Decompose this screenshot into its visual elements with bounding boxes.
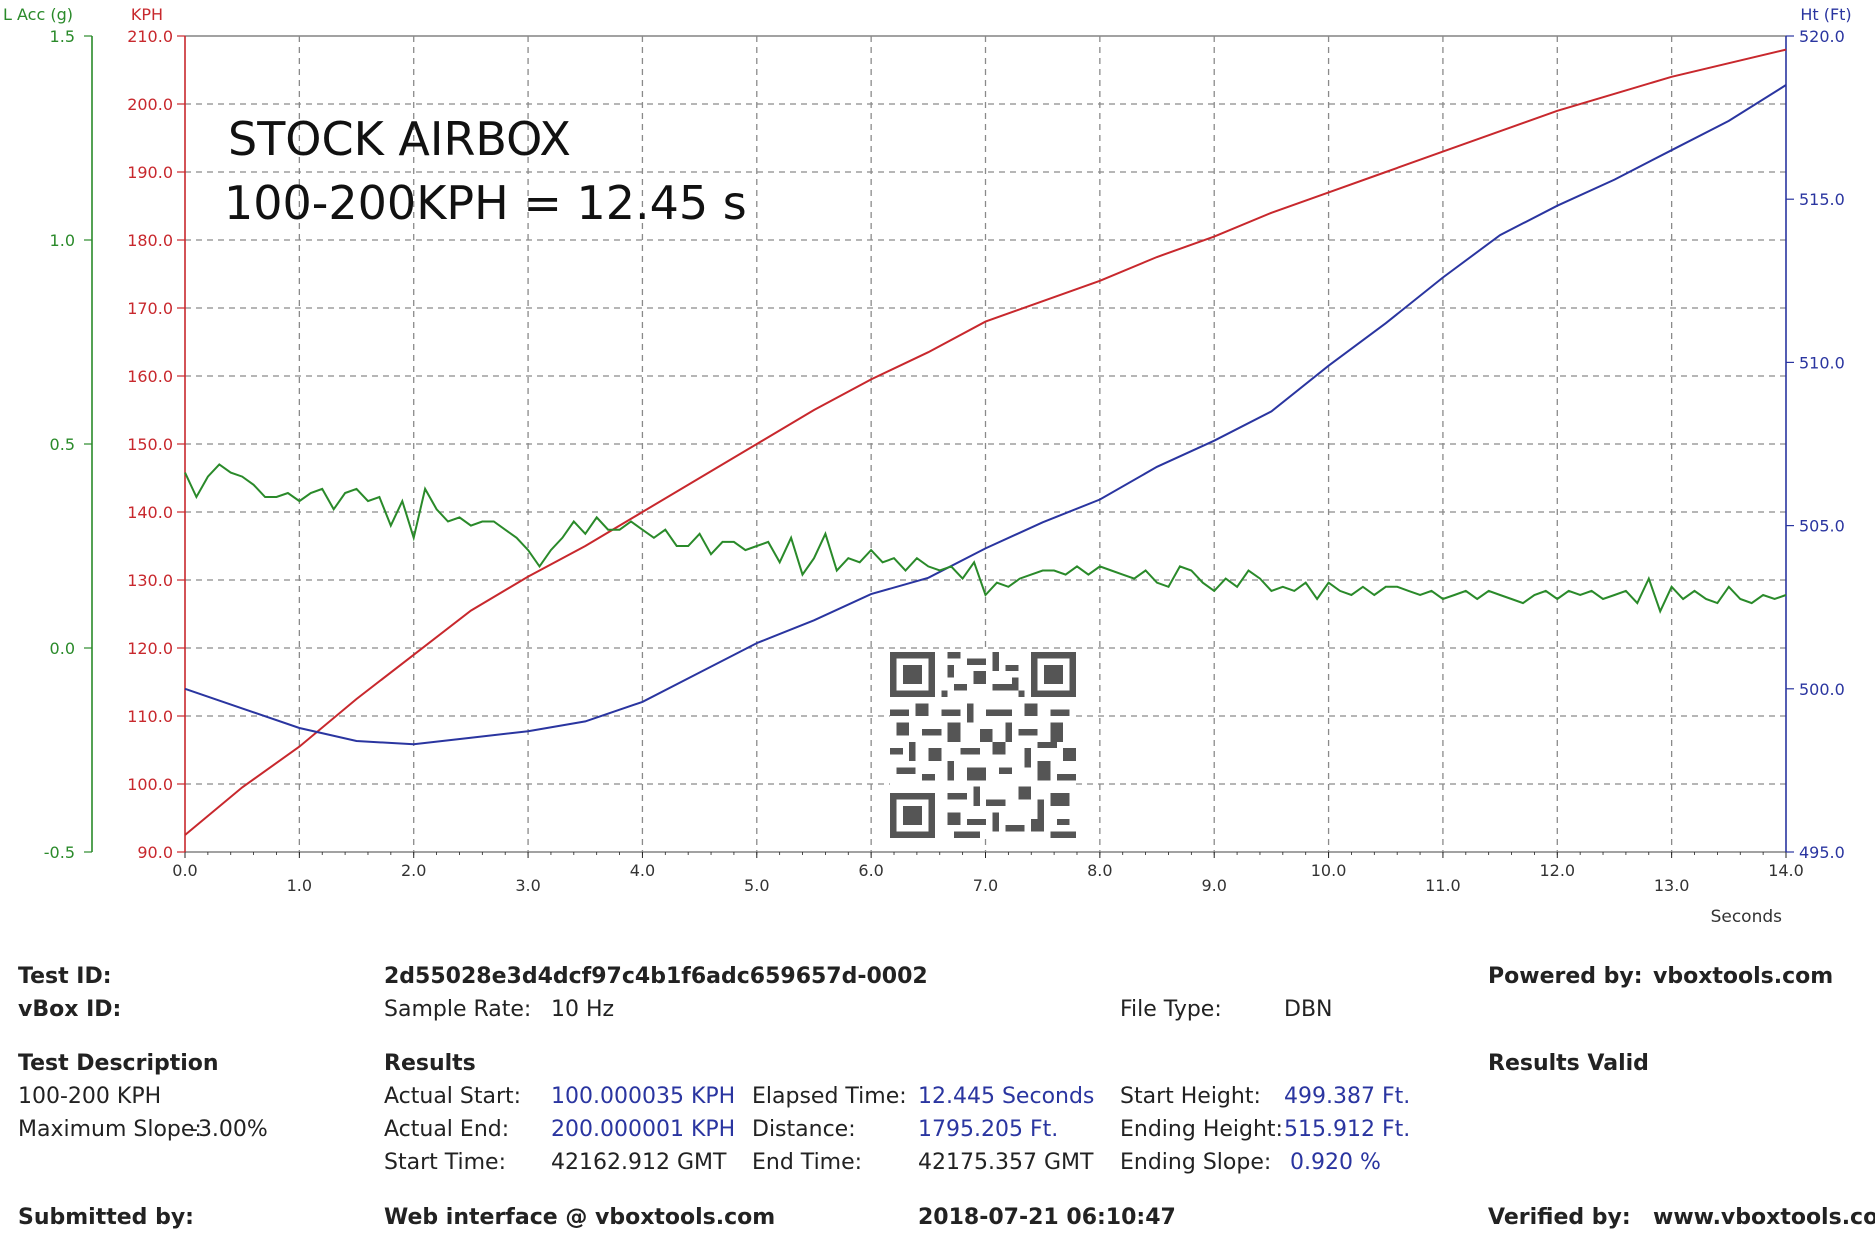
lat-acc-tick-label: -0.5	[44, 843, 75, 862]
max-slope-label: Maximum Slope:	[18, 1117, 202, 1142]
speed-axis-title: KPH	[131, 5, 163, 24]
start-time-label: Start Time:	[384, 1150, 506, 1175]
powered-by-label: Powered by:	[1488, 964, 1643, 989]
chart-annotation: STOCK AIRBOX 100-200KPH = 12.45 s	[224, 112, 747, 230]
x-tick-label: 10.0	[1311, 861, 1347, 880]
speed-tick-label: 170.0	[127, 299, 173, 318]
lat-acc-series-line	[184, 463, 1787, 614]
report-timestamp: 2018-07-21 06:10:47	[918, 1205, 1176, 1230]
speed-tick-label: 190.0	[127, 163, 173, 182]
verified-by-label: Verified by:	[1488, 1205, 1631, 1230]
file-type-label: File Type:	[1120, 997, 1222, 1022]
speed-tick-label: 120.0	[127, 639, 173, 658]
x-tick-label: 3.0	[515, 876, 540, 895]
start-height-value: 499.387 Ft.	[1284, 1084, 1411, 1109]
height-tick-label: 500.0	[1799, 680, 1845, 699]
height-tick-label: 515.0	[1799, 190, 1845, 209]
end-time-value: 42175.357 GMT	[918, 1150, 1094, 1175]
ending-slope-label: Ending Slope:	[1120, 1150, 1272, 1175]
x-tick-label: 6.0	[858, 861, 883, 880]
x-tick-label: 4.0	[630, 861, 655, 880]
lat-acc-tick-label: 0.0	[50, 639, 75, 658]
actual-end-value: 200.000001 KPH	[551, 1117, 736, 1142]
start-height-label: Start Height:	[1120, 1084, 1261, 1109]
verified-by-value[interactable]: www.vboxtools.com	[1653, 1205, 1875, 1230]
speed-tick-label: 200.0	[127, 95, 173, 114]
x-tick-label: 5.0	[744, 876, 769, 895]
height-tick-label: 510.0	[1799, 353, 1845, 372]
lat-acc-axis-title: L Acc (g)	[3, 5, 73, 24]
actual-end-label: Actual End:	[384, 1117, 510, 1142]
end-time-label: End Time:	[752, 1150, 863, 1175]
speed-tick-label: 210.0	[127, 27, 173, 46]
submitted-by-label: Submitted by:	[18, 1205, 194, 1230]
x-tick-label: 2.0	[401, 861, 426, 880]
height-tick-label: 520.0	[1799, 27, 1845, 46]
height-tick-label: 505.0	[1799, 517, 1845, 536]
results-valid-label: Results Valid	[1488, 1051, 1649, 1076]
lat-acc-tick-label: 1.5	[50, 27, 75, 46]
speed-tick-label: 90.0	[137, 843, 173, 862]
powered-by-value: vboxtools.com	[1653, 964, 1834, 989]
elapsed-time-value: 12.445 Seconds	[918, 1084, 1095, 1109]
start-time-value: 42162.912 GMT	[551, 1150, 727, 1175]
speed-series-line	[184, 48, 1787, 836]
annotation-result: 100-200KPH = 12.45 s	[224, 176, 747, 230]
x-axis-label: Seconds	[1711, 907, 1783, 927]
speed-tick-label: 140.0	[127, 503, 173, 522]
x-tick-label: 9.0	[1201, 876, 1226, 895]
report-panel: Test ID: 2d55028e3d4dcf97c4b1f6adc659657…	[0, 940, 1875, 1250]
annotation-title: STOCK AIRBOX	[228, 112, 571, 166]
sample-rate-value: 10 Hz	[551, 997, 615, 1022]
actual-start-value: 100.000035 KPH	[551, 1084, 736, 1109]
qr-code-icon	[890, 652, 1076, 838]
speed-tick-label: 130.0	[127, 571, 173, 590]
chart-axes: 0.0 1.0 2.0 3.0 4.0 5.0 6.0 7.0 8.0 9.0 10.0 11.0 12…	[3, 5, 1852, 927]
x-tick-label: 13.0	[1654, 876, 1690, 895]
test-id-value: 2d55028e3d4dcf97c4b1f6adc659657d-0002	[384, 964, 928, 989]
ending-height-label: Ending Height:	[1120, 1117, 1283, 1142]
speed-tick-label: 150.0	[127, 435, 173, 454]
ending-slope-value: 0.920 %	[1290, 1150, 1381, 1175]
sample-rate-label: Sample Rate:	[384, 997, 532, 1022]
speed-tick-label: 180.0	[127, 231, 173, 250]
speed-tick-label: 160.0	[127, 367, 173, 386]
vbox-id-label: vBox ID:	[18, 997, 122, 1022]
lat-acc-tick-label: 0.5	[50, 435, 75, 454]
height-axis-title: Ht (Ft)	[1800, 5, 1851, 24]
x-tick-label: 14.0	[1768, 861, 1804, 880]
height-tick-label: 495.0	[1799, 843, 1845, 862]
x-tick-label: 11.0	[1425, 876, 1461, 895]
results-label: Results	[384, 1051, 476, 1076]
chart-series	[184, 48, 1787, 836]
description-value: 100-200 KPH	[18, 1084, 162, 1109]
x-tick-label: 1.0	[287, 876, 312, 895]
chart-grid	[184, 35, 1787, 853]
web-interface-link[interactable]: Web interface @ vboxtools.com	[384, 1205, 776, 1230]
x-tick-label: 0.0	[172, 861, 197, 880]
test-description-label: Test Description	[18, 1051, 219, 1076]
distance-label: Distance:	[752, 1117, 856, 1142]
elapsed-time-label: Elapsed Time:	[752, 1084, 907, 1109]
speed-tick-label: 110.0	[127, 707, 173, 726]
actual-start-label: Actual Start:	[384, 1084, 522, 1109]
x-tick-label: 12.0	[1539, 861, 1575, 880]
acceleration-chart: 0.0 1.0 2.0 3.0 4.0 5.0 6.0 7.0 8.0 9.0 10.0 11.0 12…	[3, 5, 1852, 927]
max-slope-value: -3.00%	[190, 1117, 268, 1142]
distance-value: 1795.205 Ft.	[918, 1117, 1059, 1142]
file-type-value: DBN	[1284, 997, 1333, 1022]
speed-tick-label: 100.0	[127, 775, 173, 794]
x-tick-label: 8.0	[1087, 861, 1112, 880]
height-series-line	[184, 84, 1787, 746]
ending-height-value: 515.912 Ft.	[1284, 1117, 1411, 1142]
test-id-label: Test ID:	[18, 964, 112, 989]
lat-acc-tick-label: 1.0	[50, 231, 75, 250]
x-tick-label: 7.0	[973, 876, 998, 895]
